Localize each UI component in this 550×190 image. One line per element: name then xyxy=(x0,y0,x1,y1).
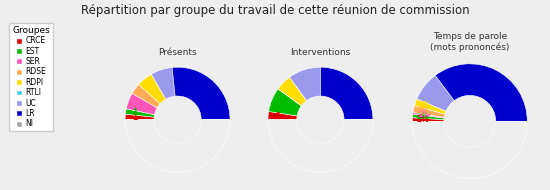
Text: 3: 3 xyxy=(278,99,283,108)
Text: 4%: 4% xyxy=(419,101,432,110)
Wedge shape xyxy=(412,114,444,120)
Wedge shape xyxy=(321,67,373,120)
Circle shape xyxy=(155,97,201,143)
Text: 2%: 2% xyxy=(416,115,429,124)
Wedge shape xyxy=(278,77,306,106)
Wedge shape xyxy=(278,89,301,106)
Text: 1: 1 xyxy=(275,112,280,121)
Wedge shape xyxy=(417,99,446,111)
Text: 3: 3 xyxy=(148,82,153,91)
Text: 1: 1 xyxy=(132,113,138,122)
Wedge shape xyxy=(278,89,301,106)
Circle shape xyxy=(444,96,495,146)
Text: 1: 1 xyxy=(133,108,138,117)
Text: 4%: 4% xyxy=(417,107,430,116)
Text: Répartition par groupe du travail de cette réunion de commission: Répartition par groupe du travail de cet… xyxy=(81,4,469,17)
Text: 1%: 1% xyxy=(417,110,430,119)
Wedge shape xyxy=(151,67,175,99)
Text: 2: 2 xyxy=(288,85,293,94)
Text: 4: 4 xyxy=(305,74,310,83)
Wedge shape xyxy=(413,112,444,118)
Text: 10: 10 xyxy=(345,85,356,94)
Text: 17%: 17% xyxy=(424,88,442,97)
Wedge shape xyxy=(132,85,160,108)
Wedge shape xyxy=(125,120,230,172)
Wedge shape xyxy=(435,64,527,121)
Text: 72%: 72% xyxy=(482,75,500,84)
Text: 3: 3 xyxy=(135,100,140,109)
Title: Temps de parole
(mots prononcés): Temps de parole (mots prononcés) xyxy=(430,32,509,52)
Title: Présents: Présents xyxy=(158,48,197,57)
Wedge shape xyxy=(412,121,527,179)
Wedge shape xyxy=(125,114,154,120)
Text: 4: 4 xyxy=(162,74,167,83)
Wedge shape xyxy=(126,93,157,115)
Wedge shape xyxy=(290,77,306,101)
Wedge shape xyxy=(268,120,373,172)
Wedge shape xyxy=(125,109,155,117)
Wedge shape xyxy=(268,112,297,120)
Legend: CRCE, EST, SER, RDSE, RDPI, RTLI, UC, LR, NI: CRCE, EST, SER, RDSE, RDPI, RTLI, UC, LR… xyxy=(9,23,53,131)
Wedge shape xyxy=(412,118,444,121)
Text: 16: 16 xyxy=(201,83,212,92)
Wedge shape xyxy=(417,75,454,111)
Wedge shape xyxy=(172,67,230,120)
Wedge shape xyxy=(268,89,301,116)
Title: Interventions: Interventions xyxy=(290,48,350,57)
Wedge shape xyxy=(139,74,166,104)
Wedge shape xyxy=(290,67,321,101)
Wedge shape xyxy=(415,99,446,114)
Wedge shape xyxy=(413,106,445,117)
Text: 2%: 2% xyxy=(416,112,430,121)
Circle shape xyxy=(298,97,344,143)
Text: 2: 2 xyxy=(140,90,145,99)
Wedge shape xyxy=(151,74,166,99)
